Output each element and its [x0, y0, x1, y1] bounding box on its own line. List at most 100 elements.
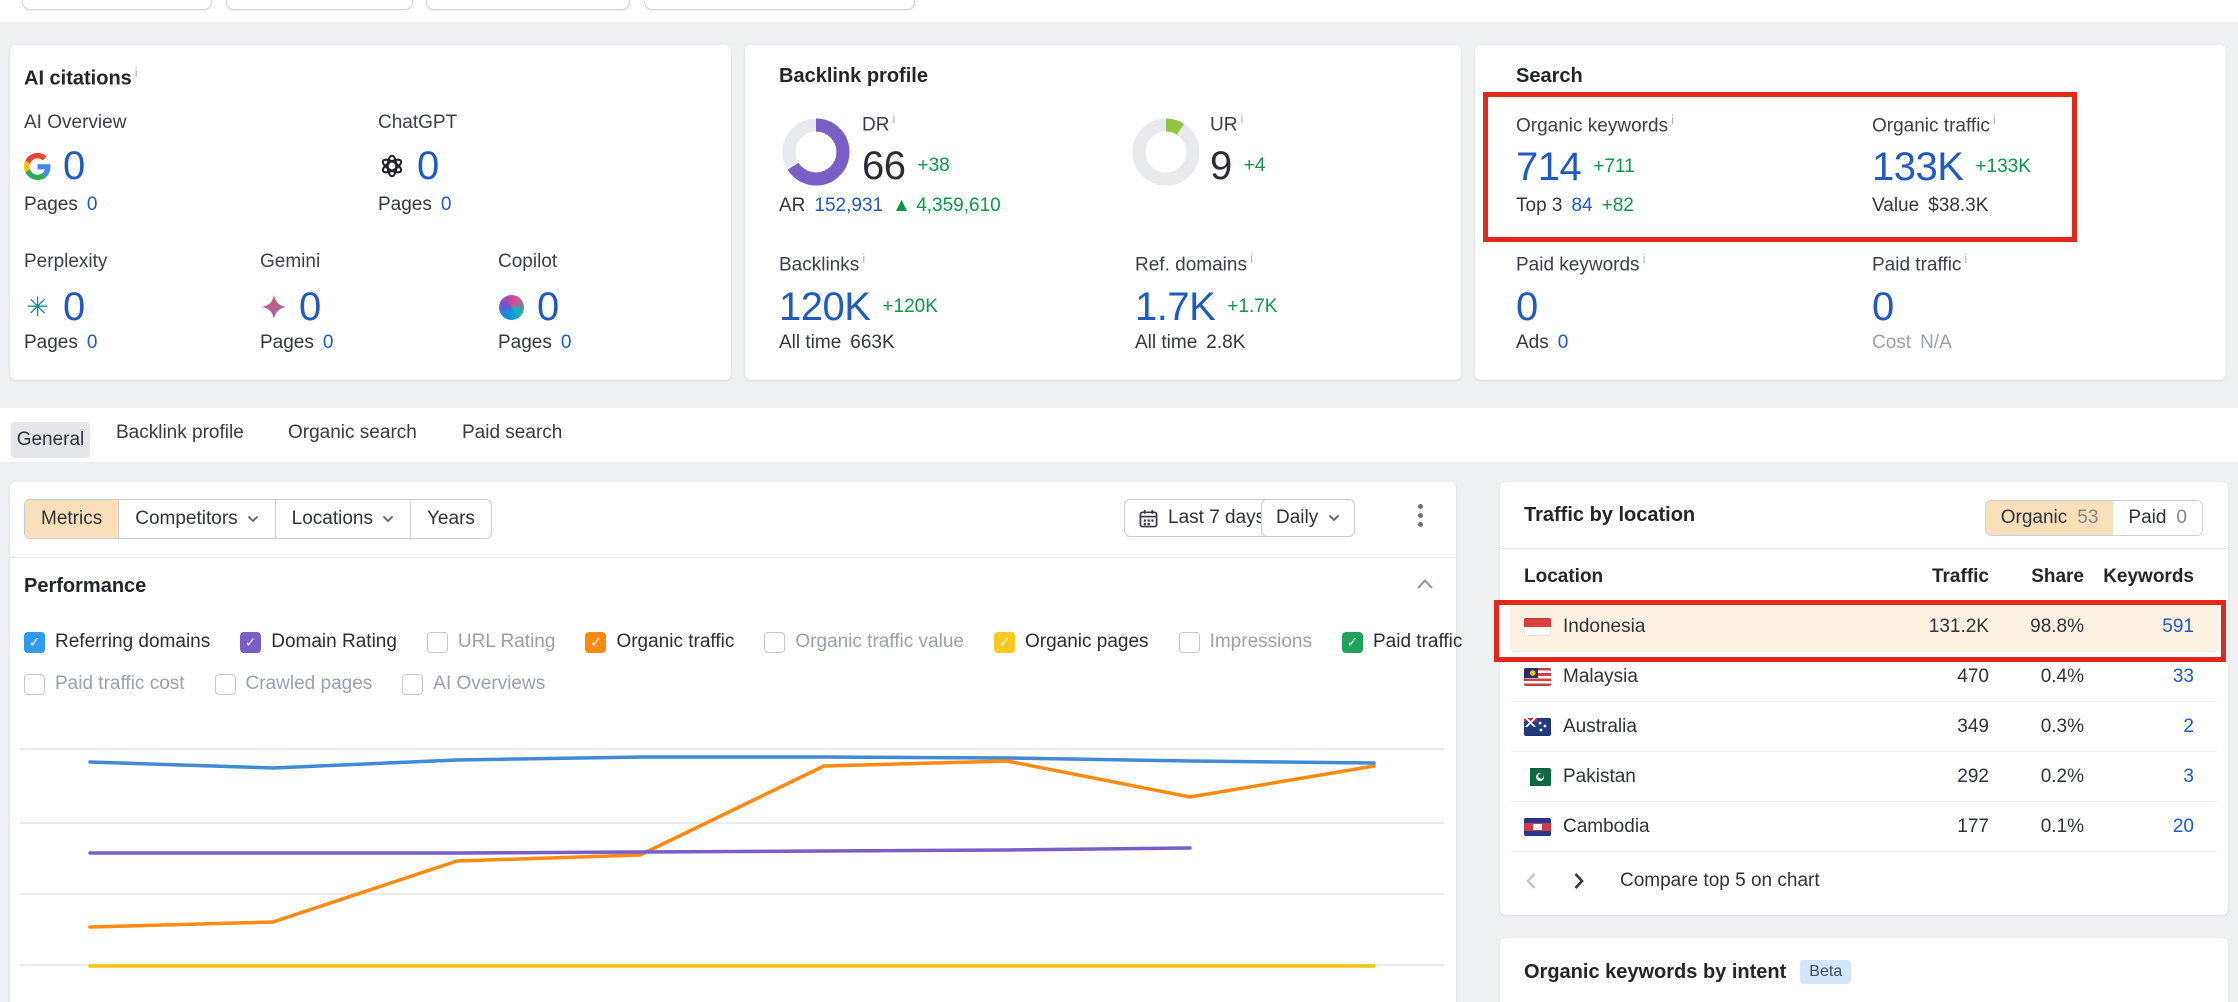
collapse-chevron-up-icon[interactable] — [1416, 578, 1434, 590]
segment-locations[interactable]: Locations — [275, 500, 411, 538]
ur-value: 9 — [1210, 143, 1232, 188]
ai-overview-value[interactable]: 0 — [63, 143, 85, 188]
checkbox-box[interactable]: ✓ — [1341, 631, 1363, 653]
segment-years[interactable]: Years — [411, 500, 491, 538]
paid-traffic-value[interactable]: 0 — [1872, 284, 1894, 329]
organic-keywords-value[interactable]: 714 — [1516, 144, 1582, 189]
checkbox-organic-traffic-value[interactable]: Organic traffic value — [764, 631, 964, 653]
top-cropped-control[interactable] — [426, 0, 630, 10]
top-cropped-control[interactable] — [644, 0, 915, 10]
table-row-australia[interactable]: Australia 349 0.3% 2 — [1510, 702, 2218, 752]
perplexity-label: Perplexity — [24, 251, 108, 272]
perplexity-value[interactable]: 0 — [63, 284, 85, 329]
checkbox-url-rating[interactable]: URL Rating — [426, 631, 555, 653]
chatgpt-value[interactable]: 0 — [417, 143, 439, 188]
ar-value-link[interactable]: 152,931 — [814, 195, 884, 216]
checkbox-domain-rating[interactable]: ✓ Domain Rating — [240, 631, 397, 653]
keywords-link[interactable]: 33 — [2172, 665, 2194, 687]
value-label: Value — [1872, 195, 1920, 216]
info-icon[interactable]: i — [862, 251, 866, 266]
column-share[interactable]: Share — [2031, 566, 2084, 587]
ads-value-link[interactable]: 0 — [1557, 332, 1569, 353]
column-traffic[interactable]: Traffic — [1931, 566, 1989, 587]
pages-value-link[interactable]: 0 — [440, 194, 452, 215]
top-cropped-control[interactable] — [22, 0, 212, 10]
info-icon[interactable]: i — [1642, 251, 1646, 266]
table-row-malaysia[interactable]: Malaysia 470 0.4% 33 — [1510, 652, 2218, 702]
checkbox-box[interactable]: ✓ — [993, 631, 1015, 653]
backlinks-value[interactable]: 120K — [779, 284, 871, 329]
pages-value-link[interactable]: 0 — [560, 332, 572, 353]
ar-label: AR — [779, 195, 806, 216]
gemini-value[interactable]: 0 — [299, 284, 321, 329]
dr-delta: +38 — [917, 155, 950, 176]
info-icon[interactable]: i — [1249, 251, 1253, 266]
compare-top5-link[interactable]: Compare top 5 on chart — [1620, 870, 1820, 891]
checkbox-organic-traffic[interactable]: ✓ Organic traffic — [585, 631, 734, 653]
checkbox-paid-traffic[interactable]: ✓ Paid traffic — [1341, 631, 1462, 653]
performance-card: Metrics Competitors Locations Years Last… — [10, 482, 1462, 1002]
checkbox-box[interactable] — [426, 631, 448, 653]
ref-domains-delta: +1.7K — [1227, 296, 1278, 317]
table-row-indonesia[interactable]: Indonesia 131.2K 98.8% 591 — [1510, 602, 2218, 652]
info-icon[interactable]: i — [1240, 111, 1244, 126]
info-icon[interactable]: i — [1964, 251, 1968, 266]
cost-value: N/A — [1920, 332, 1952, 353]
checkbox-box[interactable]: ✓ — [240, 631, 262, 653]
top3-value-link[interactable]: 84 — [1571, 195, 1593, 216]
column-keywords[interactable]: Keywords — [2103, 566, 2194, 587]
ref-domains-value[interactable]: 1.7K — [1135, 284, 1216, 329]
chatgpt-label: ChatGPT — [378, 112, 458, 133]
checkbox-box[interactable] — [764, 631, 786, 653]
pages-value-link[interactable]: 0 — [322, 332, 334, 353]
organic-traffic-delta: +133K — [1975, 156, 2031, 177]
ar-delta: ▲ 4,359,610 — [892, 195, 1001, 216]
organic-traffic-value[interactable]: 133K — [1872, 144, 1964, 189]
checkbox-ai-overviews[interactable]: AI Overviews — [402, 673, 545, 695]
keywords-link[interactable]: 591 — [2162, 615, 2194, 637]
checkbox-box[interactable] — [402, 673, 424, 695]
next-page-icon[interactable] — [1572, 871, 1586, 891]
tab-backlink-profile[interactable]: Backlink profile — [116, 422, 244, 443]
tab-organic-search[interactable]: Organic search — [288, 422, 417, 443]
granularity-button[interactable]: Daily — [1261, 499, 1356, 537]
table-row-pakistan[interactable]: Pakistan 292 0.2% 3 — [1510, 752, 2218, 802]
checkbox-referring-domains[interactable]: ✓ Referring domains — [24, 631, 210, 653]
table-row-cambodia[interactable]: Cambodia 177 0.1% 20 — [1510, 802, 2218, 852]
more-options-icon[interactable] — [1418, 504, 1423, 527]
perplexity-icon: ✳ — [26, 291, 49, 322]
info-icon[interactable]: i — [1992, 112, 1996, 127]
checkbox-box[interactable]: ✓ — [585, 631, 607, 653]
checkbox-box[interactable] — [24, 673, 45, 695]
pages-value-link[interactable]: 0 — [86, 332, 98, 353]
checkbox-crawled-pages[interactable]: Crawled pages — [214, 673, 372, 695]
column-location[interactable]: Location — [1524, 566, 1604, 587]
segment-metrics[interactable]: Metrics — [25, 500, 120, 538]
checkbox-paid-traffic-cost[interactable]: Paid traffic cost — [24, 673, 185, 695]
keywords-link[interactable]: 3 — [2183, 765, 2194, 787]
keywords-link[interactable]: 20 — [2172, 815, 2194, 837]
prev-page-icon[interactable] — [1524, 871, 1538, 891]
top-strip — [0, 0, 2238, 22]
checkbox-organic-pages[interactable]: ✓ Organic pages — [993, 631, 1149, 653]
pages-label: Pages — [260, 332, 314, 353]
info-icon[interactable]: i — [134, 65, 138, 80]
copilot-value[interactable]: 0 — [537, 284, 559, 329]
checkbox-box[interactable]: ✓ — [24, 631, 45, 653]
tab-paid-search[interactable]: Paid search — [462, 422, 563, 443]
segment-competitors[interactable]: Competitors — [119, 500, 276, 538]
info-icon[interactable]: i — [892, 111, 896, 126]
checkbox-impressions[interactable]: Impressions — [1178, 631, 1312, 653]
toggle-paid[interactable]: Paid 0 — [2113, 501, 2202, 535]
top-cropped-control[interactable] — [226, 0, 413, 10]
checkbox-box[interactable] — [1178, 631, 1200, 653]
info-icon[interactable]: i — [1671, 112, 1674, 127]
tab-general[interactable]: General — [11, 422, 90, 458]
pages-value-link[interactable]: 0 — [86, 194, 98, 215]
location-table-body: Indonesia 131.2K 98.8% 591 Malaysia 470 … — [1500, 602, 2228, 852]
checkbox-box[interactable] — [214, 673, 236, 695]
toggle-organic[interactable]: Organic 53 — [1985, 501, 2114, 535]
keywords-link[interactable]: 2 — [2183, 715, 2194, 737]
paid-keywords-value[interactable]: 0 — [1516, 284, 1538, 329]
dr-donut-chart — [782, 118, 850, 186]
